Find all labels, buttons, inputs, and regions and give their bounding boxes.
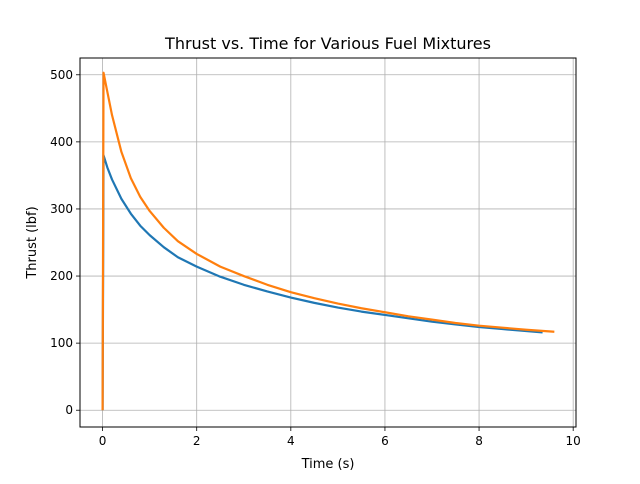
y-tick-label: 500 [50, 68, 73, 82]
y-tick-label: 200 [50, 269, 73, 283]
series-line-2 [101, 71, 555, 411]
y-axis-label: Thrust (lbf) [25, 206, 40, 279]
x-axis-label: Time (s) [301, 457, 355, 472]
y-tick-label: 400 [50, 135, 73, 149]
y-tick-label: 0 [65, 403, 73, 417]
x-tick-label: 10 [566, 434, 581, 448]
series-line-1 [101, 154, 543, 411]
x-tick-label: 6 [381, 434, 389, 448]
x-tick-label: 8 [475, 434, 483, 448]
chart-title: Thrust vs. Time for Various Fuel Mixture… [164, 34, 491, 53]
x-tick-label: 4 [287, 434, 295, 448]
y-tick-label: 100 [50, 336, 73, 350]
x-tick-label: 2 [193, 434, 201, 448]
grid-lines [80, 58, 576, 427]
plot-frame [79, 57, 577, 428]
series-lines [101, 71, 555, 411]
y-tick-label: 300 [50, 202, 73, 216]
x-tick-label: 0 [99, 434, 107, 448]
